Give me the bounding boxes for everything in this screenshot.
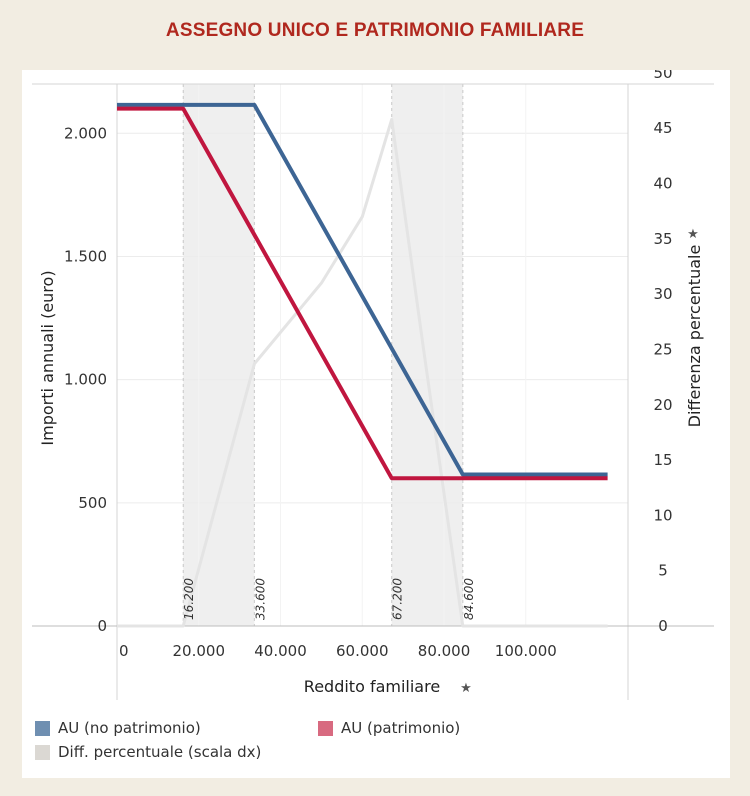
legend-item-no-patrimonio[interactable]: AU (no patrimonio) bbox=[35, 719, 201, 737]
y-left-axis-title: Importi annuali (euro) bbox=[38, 270, 57, 445]
reference-label-2: 67.200 bbox=[391, 578, 405, 620]
y-right-tick-label-1: 5 bbox=[658, 562, 668, 580]
legend-item-patrimonio[interactable]: AU (patrimonio) bbox=[318, 719, 460, 737]
legend-item-diff-percentuale[interactable]: Diff. percentuale (scala dx) bbox=[35, 743, 261, 761]
reference-label-1: 33.600 bbox=[253, 578, 267, 620]
y-left-tick-label-0: 0 bbox=[97, 617, 107, 635]
y-left-tick-label-2: 1.000 bbox=[64, 371, 107, 389]
y-right-axis-title: Differenza percentuale bbox=[685, 245, 704, 428]
y-right-tick-label-9: 45 bbox=[653, 119, 672, 137]
x-tick-label-5: 100.000 bbox=[495, 642, 557, 660]
y-left-tick-label-1: 500 bbox=[78, 494, 107, 512]
y-right-tick-label-4: 20 bbox=[653, 396, 672, 414]
y-right-tick-label-6: 30 bbox=[653, 285, 672, 303]
x-axis-title: Reddito familiare bbox=[304, 677, 440, 696]
legend-swatch-patrimonio bbox=[318, 720, 333, 736]
x-tick-label-0: 0 bbox=[119, 642, 129, 660]
x-tick-label-4: 80.000 bbox=[418, 642, 471, 660]
series-line-0 bbox=[117, 102, 608, 477]
legend-label-diff-percentuale: Diff. percentuale (scala dx) bbox=[58, 743, 262, 761]
y-left-tick-label-3: 1.500 bbox=[64, 247, 107, 265]
chart-title: ASSEGNO UNICO E PATRIMONIO FAMILIARE bbox=[165, 20, 585, 41]
y-right-axis-pin-icon: ★ bbox=[687, 227, 699, 242]
legend-label-patrimonio: AU (patrimonio) bbox=[341, 719, 461, 737]
legend-swatch-diff-percentuale bbox=[35, 744, 50, 760]
y-right-tick-label-3: 15 bbox=[653, 451, 672, 469]
y-right-tick-label-0: 0 bbox=[658, 617, 668, 635]
x-tick-label-3: 60.000 bbox=[336, 642, 389, 660]
legend-swatch-no-patrimonio bbox=[35, 720, 50, 736]
y-right-tick-label-2: 10 bbox=[653, 506, 672, 524]
x-tick-label-1: 20.000 bbox=[173, 642, 226, 660]
x-tick-label-2: 40.000 bbox=[254, 642, 307, 660]
y-left-tick-label-4: 2.000 bbox=[64, 124, 107, 142]
legend-label-no-patrimonio: AU (no patrimonio) bbox=[58, 719, 201, 737]
series-line-1 bbox=[117, 106, 608, 481]
shaded-band-0 bbox=[183, 84, 255, 626]
y-right-tick-label-7: 35 bbox=[653, 230, 672, 248]
reference-label-0: 16.200 bbox=[182, 578, 196, 620]
line-chart: 16.200 33.600 67.200 84.60005001.0001.5002.… bbox=[32, 70, 714, 700]
y-right-tick-label-8: 40 bbox=[653, 175, 672, 193]
y-right-tick-label-10: 50 bbox=[653, 70, 672, 82]
series-line-2 bbox=[117, 117, 608, 628]
y-right-tick-label-5: 25 bbox=[653, 340, 672, 358]
x-axis-pin-icon: ★ bbox=[460, 681, 472, 696]
reference-label-3: 84.600 bbox=[462, 578, 476, 620]
chart-card: 16.200 33.600 67.200 84.600 0 500 1.000 1.500 2.… bbox=[22, 70, 730, 778]
